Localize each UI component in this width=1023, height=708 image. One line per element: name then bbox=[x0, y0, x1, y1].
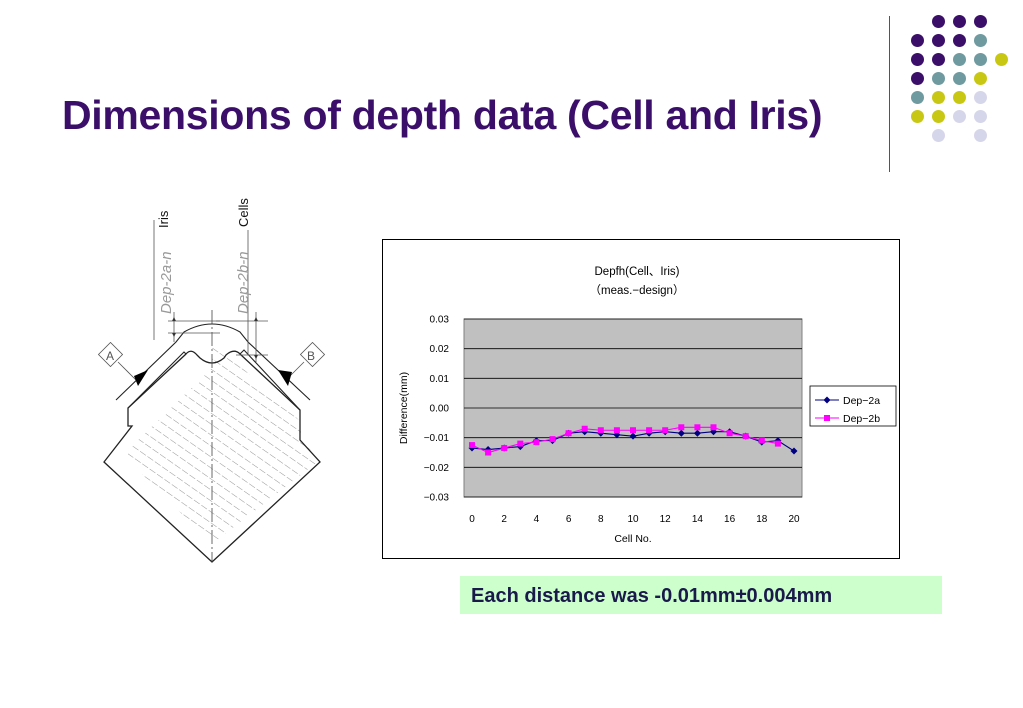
y-tick-labels: 0.03 0.02 0.01 0.00 −0.01 −0.02 −0.03 bbox=[424, 315, 450, 504]
y-tick-label: −0.02 bbox=[424, 463, 450, 474]
decorative-dot bbox=[953, 34, 966, 47]
data-point bbox=[517, 440, 524, 447]
decorative-dot bbox=[953, 91, 966, 104]
data-point bbox=[613, 427, 620, 434]
x-axis-label: Cell No. bbox=[614, 533, 651, 545]
cross-section-drawing: Dep-2a-n Dep-2b-n Iris Cells A B bbox=[97, 198, 326, 563]
decorative-dot bbox=[911, 72, 924, 85]
legend-label: Dep−2b bbox=[843, 413, 880, 425]
decorative-dot bbox=[974, 34, 987, 47]
decorative-dot bbox=[974, 72, 987, 85]
data-point bbox=[646, 427, 653, 434]
x-tick-label: 6 bbox=[566, 514, 572, 525]
decorative-dot bbox=[974, 110, 987, 123]
x-tick-label: 20 bbox=[788, 514, 800, 525]
decorative-dot bbox=[932, 72, 945, 85]
datum-a-label: A bbox=[106, 349, 114, 363]
datum-a-marker: A bbox=[97, 341, 148, 386]
data-point bbox=[678, 424, 685, 431]
legend: Dep−2a Dep−2b bbox=[809, 385, 897, 427]
x-tick-label: 16 bbox=[724, 514, 736, 525]
x-tick-label: 0 bbox=[469, 514, 475, 525]
line-chart: Depfh(Cell、Iris) （meas.−design） 0.03 0.02… bbox=[398, 266, 897, 545]
y-tick-label: 0.03 bbox=[430, 315, 450, 326]
data-point bbox=[694, 424, 701, 431]
data-point bbox=[469, 442, 475, 449]
data-point bbox=[774, 440, 781, 447]
cells-label: Cells bbox=[236, 198, 251, 227]
data-point bbox=[533, 439, 540, 446]
y-tick-label: 0.00 bbox=[430, 404, 450, 415]
series-group bbox=[468, 424, 798, 456]
dim-b-label: Dep-2b-n bbox=[235, 251, 252, 314]
chart-container: Depfh(Cell、Iris) （meas.−design） 0.03 0.02… bbox=[382, 239, 900, 559]
header-divider bbox=[889, 16, 890, 172]
decorative-dot bbox=[932, 53, 945, 66]
legend-label: Dep−2a bbox=[843, 395, 880, 407]
decorative-dot bbox=[974, 129, 987, 142]
part-outline bbox=[103, 350, 321, 563]
y-axis-label: Difference(mm) bbox=[398, 372, 410, 444]
decorative-dot bbox=[932, 34, 945, 47]
decorative-dot bbox=[911, 34, 924, 47]
legend-marker bbox=[824, 415, 830, 421]
datum-b-label: B bbox=[307, 349, 315, 363]
legend-marker bbox=[823, 396, 831, 404]
data-point bbox=[726, 430, 733, 437]
slide-title: Dimensions of depth data (Cell and Iris) bbox=[62, 92, 823, 138]
decorative-dot bbox=[953, 72, 966, 85]
x-tick-label: 2 bbox=[501, 514, 507, 525]
decorative-dot bbox=[932, 129, 945, 142]
chart-title: Depfh(Cell、Iris) bbox=[595, 266, 680, 278]
decorative-dot bbox=[932, 15, 945, 28]
x-tick-label: 12 bbox=[660, 514, 672, 525]
data-point bbox=[630, 427, 636, 434]
chart-subtitle: （meas.−design） bbox=[590, 284, 685, 297]
data-point bbox=[565, 430, 572, 437]
x-tick-label: 8 bbox=[598, 514, 604, 525]
x-tick-labels: 0 2 4 6 8 10 12 14 16 18 20 bbox=[469, 514, 800, 525]
data-point bbox=[677, 429, 685, 437]
y-tick-label: 0.01 bbox=[430, 374, 450, 385]
x-tick-label: 4 bbox=[534, 514, 540, 525]
y-tick-label: 0.02 bbox=[430, 344, 450, 355]
decorative-dot bbox=[911, 53, 924, 66]
decorative-dot bbox=[953, 110, 966, 123]
x-tick-label: 14 bbox=[692, 514, 704, 525]
data-point bbox=[501, 445, 508, 452]
decorative-dot bbox=[974, 15, 987, 28]
data-point bbox=[485, 449, 492, 456]
iris-label: Iris bbox=[156, 210, 171, 228]
y-tick-label: −0.01 bbox=[424, 433, 450, 444]
summary-note: Each distance was -0.01mm±0.004mm bbox=[460, 576, 942, 614]
decorative-dot bbox=[953, 53, 966, 66]
decorative-dot bbox=[911, 110, 924, 123]
data-point bbox=[693, 429, 701, 437]
data-point bbox=[629, 432, 637, 440]
data-point bbox=[710, 424, 717, 431]
hatched-section bbox=[128, 340, 320, 544]
x-tick-label: 10 bbox=[627, 514, 639, 525]
iris-outline bbox=[127, 349, 301, 411]
data-point bbox=[581, 425, 588, 432]
decorative-dot bbox=[932, 110, 945, 123]
data-point bbox=[597, 427, 604, 434]
datum-b-marker: B bbox=[278, 341, 326, 386]
grid-lines bbox=[464, 318, 802, 498]
dim-a-label: Dep-2a-n bbox=[158, 251, 175, 314]
data-point bbox=[790, 447, 798, 455]
y-tick-label: −0.03 bbox=[424, 493, 450, 504]
decorative-dot bbox=[995, 53, 1008, 66]
data-point bbox=[549, 436, 556, 443]
data-point bbox=[662, 427, 669, 434]
decorative-dot bbox=[932, 91, 945, 104]
data-point bbox=[758, 437, 765, 444]
data-point bbox=[742, 433, 749, 440]
decorative-dot bbox=[974, 53, 987, 66]
decorative-dot bbox=[911, 91, 924, 104]
x-tick-label: 18 bbox=[756, 514, 768, 525]
decorative-dot bbox=[974, 91, 987, 104]
decorative-dot bbox=[953, 15, 966, 28]
